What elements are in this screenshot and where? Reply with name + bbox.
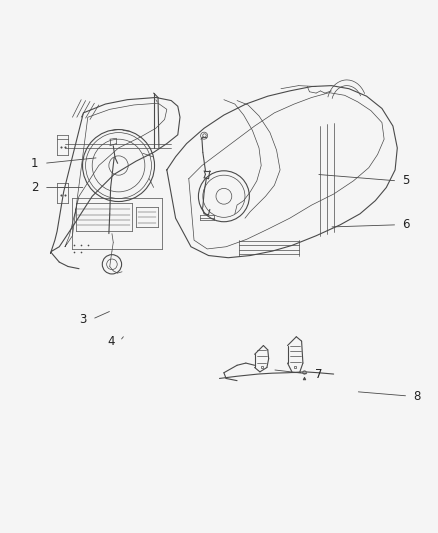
Text: 5: 5 xyxy=(402,174,409,188)
Text: 7: 7 xyxy=(314,368,321,381)
Text: 1: 1 xyxy=(31,157,39,170)
Text: 2: 2 xyxy=(31,181,39,194)
Text: 4: 4 xyxy=(107,335,114,348)
Text: 3: 3 xyxy=(79,313,87,326)
Text: 8: 8 xyxy=(413,390,420,402)
Text: 6: 6 xyxy=(402,219,409,231)
